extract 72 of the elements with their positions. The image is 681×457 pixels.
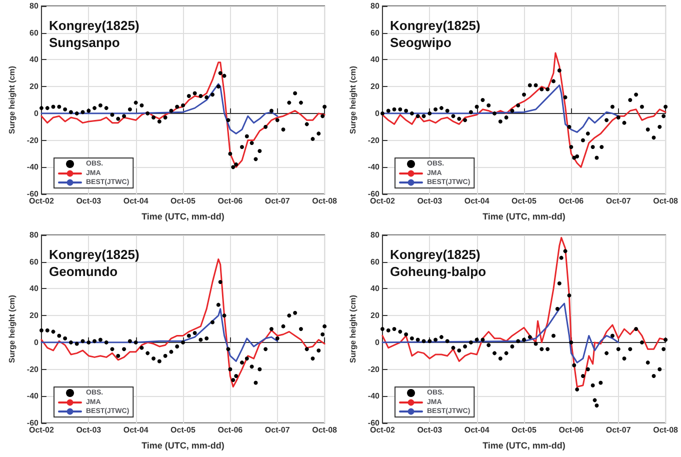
y-tick-label: -60 [368, 190, 380, 198]
x-tick-label: Oct-02 [370, 196, 396, 206]
x-tick-label: Oct-02 [370, 426, 396, 434]
y-tick-label: -60 [26, 418, 40, 428]
x-tick-label: Oct-02 [29, 196, 54, 206]
x-tick-label: Oct-08 [653, 196, 679, 206]
y-axis-title: Surge height (cm) [348, 294, 358, 364]
x-tick-label: Oct-07 [606, 196, 632, 206]
y-tick-label: 60 [30, 28, 40, 38]
y-tick-label: 60 [370, 28, 380, 38]
x-tick-label: Oct-05 [170, 426, 196, 434]
x-tick-label: Oct-04 [464, 426, 490, 434]
x-tick-label: Oct-07 [264, 426, 290, 434]
y-tick-label: 60 [370, 257, 380, 266]
x-tick-label: Oct-03 [76, 196, 102, 206]
y-tick-label: 80 [30, 230, 40, 240]
y-tick-label: -20 [368, 136, 380, 145]
y-tick-label: -40 [26, 162, 40, 172]
y-tick-label: 0 [34, 108, 40, 118]
text: Kongrey(1825) Seogwipo [390, 18, 480, 50]
text: Kongrey(1825) Sungsanpo [49, 18, 140, 50]
x-tick-label: Oct-06 [558, 196, 584, 206]
y-tick-label: 20 [30, 311, 40, 320]
y-tick-label: 0 [375, 108, 380, 118]
x-tick-label: Oct-08 [653, 426, 679, 434]
y-tick-label: -20 [368, 364, 380, 374]
y-axis-title: Surge height (cm) [8, 294, 16, 364]
y-tick-label: 80 [30, 2, 40, 10]
y-tick-label: -60 [26, 190, 40, 198]
y-tick-label: 40 [370, 284, 380, 294]
y-axis-title: Surge height (cm) [8, 66, 16, 134]
y-tick-label: 40 [30, 55, 40, 64]
x-tick-label: Oct-08 [312, 426, 338, 434]
x-tick-label: Oct-04 [123, 196, 149, 206]
y-tick-label: 80 [370, 2, 380, 10]
x-tick-label: Oct-03 [417, 426, 443, 434]
y-tick-label: -40 [368, 392, 380, 401]
y-tick-label: 40 [30, 284, 40, 294]
x-axis-title: Time (UTC, mm-dd) [482, 212, 566, 222]
x-tick-label: Oct-04 [123, 426, 149, 434]
x-tick-label: Oct-05 [512, 196, 538, 206]
y-tick-label: 20 [370, 311, 380, 320]
text: Kongrey(1825) Goheung-balpo [390, 247, 486, 279]
y-tick-label: 80 [370, 230, 380, 240]
y-tick-label: 20 [370, 82, 380, 92]
x-tick-label: Oct-04 [464, 196, 490, 206]
y-tick-label: 0 [375, 338, 380, 347]
y-tick-label: -20 [26, 136, 40, 145]
x-axis-title: Time (UTC, mm-dd) [142, 212, 224, 222]
y-tick-label: -20 [26, 364, 40, 374]
y-tick-label: 20 [30, 82, 40, 92]
y-tick-label: 0 [34, 338, 40, 347]
x-axis-title: Time (UTC, mm-dd) [482, 440, 566, 450]
y-tick-label: 40 [370, 55, 380, 64]
x-tick-label: Oct-08 [312, 196, 338, 206]
x-tick-label: Oct-06 [558, 426, 584, 434]
y-tick-label: -60 [368, 418, 380, 428]
y-tick-label: -40 [368, 162, 380, 172]
y-tick-label: 60 [30, 257, 40, 266]
x-tick-label: Oct-07 [606, 426, 632, 434]
x-tick-label: Oct-06 [218, 196, 244, 206]
y-tick-label: -40 [26, 392, 40, 401]
x-tick-label: Oct-03 [417, 196, 443, 206]
x-axis-title: Time (UTC, mm-dd) [142, 440, 224, 450]
x-tick-label: Oct-03 [76, 426, 102, 434]
y-axis-title: Surge height (cm) [348, 66, 358, 134]
x-tick-label: Oct-05 [512, 426, 538, 434]
x-tick-label: Oct-07 [264, 196, 290, 206]
x-tick-label: Oct-02 [29, 426, 54, 434]
x-tick-label: Oct-05 [170, 196, 196, 206]
text: Kongrey(1825) Geomundo [49, 247, 140, 279]
x-tick-label: Oct-06 [218, 426, 244, 434]
